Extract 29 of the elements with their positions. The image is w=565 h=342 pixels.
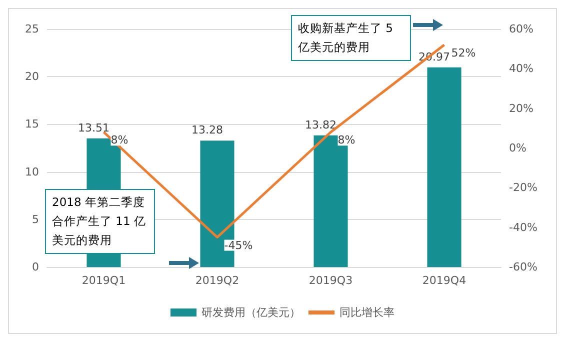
y2-tick-label: 0% <box>509 142 526 154</box>
x-tick-label: 2019Q1 <box>82 274 126 287</box>
legend-label: 研发费用（亿美元） <box>202 306 300 319</box>
text: 52% <box>451 46 476 60</box>
x-tick-label: 2019Q3 <box>308 274 353 287</box>
annotation: 收购新基产生了 5 亿美元的费用 <box>291 15 411 61</box>
y-tick-label: 15 <box>25 118 39 131</box>
y-tick-label: 5 <box>32 212 39 226</box>
y2-tick-label: 40% <box>509 62 534 76</box>
y2-tick-label: -20% <box>509 181 538 194</box>
legend-label: 同比增长率 <box>340 306 394 319</box>
y2-tick-label: 20% <box>509 102 534 115</box>
text: 13.82 <box>305 118 336 132</box>
y2-tick-label: 60% <box>509 22 534 36</box>
y-tick-label: 20 <box>25 70 39 84</box>
annotation: 2018 年第二季度合作产生了 11 亿美元的费用 <box>45 189 155 254</box>
y-tick-label: 10 <box>25 165 39 178</box>
x-tick-label: 2019Q2 <box>195 274 240 287</box>
text: -45% <box>224 238 253 252</box>
text: 8% <box>338 134 356 147</box>
y-tick-label: 0 <box>32 260 39 274</box>
text: 13.51 <box>78 121 110 134</box>
x-tick-label: 2019Q4 <box>422 274 466 287</box>
text: 13.28 <box>192 124 223 137</box>
bar <box>427 67 462 267</box>
y-tick-label: 25 <box>25 22 39 36</box>
text: 8% <box>110 134 128 147</box>
y2-tick-label: -40% <box>509 220 538 234</box>
y2-tick-label: -60% <box>509 260 538 274</box>
